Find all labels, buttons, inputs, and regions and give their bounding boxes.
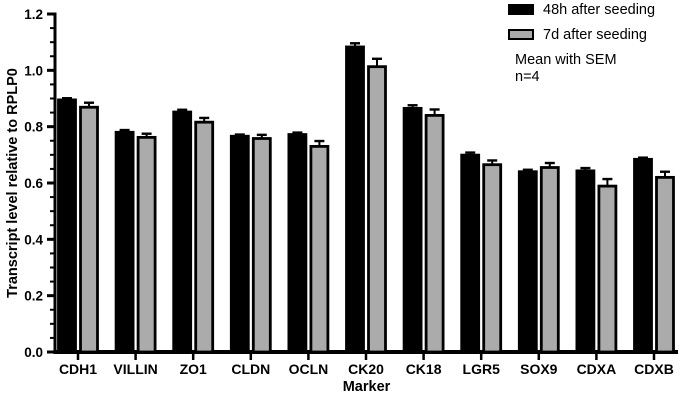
bar-VILLIN-48h bbox=[114, 130, 135, 354]
y-tick-label-0.8: 0.8 bbox=[24, 120, 43, 135]
legend-item-48h: 48h after seeding bbox=[508, 1, 656, 18]
legend-note-line1: Mean with SEM bbox=[515, 52, 617, 68]
x-axis-title: Marker bbox=[342, 379, 391, 395]
bar-CK18-7d bbox=[424, 114, 445, 354]
bar-CK18-48h bbox=[402, 106, 423, 354]
x-category-label-OCLN: OCLN bbox=[289, 361, 329, 377]
y-tick-label-0.0: 0.0 bbox=[24, 345, 43, 360]
y-tick-label-0.6: 0.6 bbox=[24, 176, 43, 191]
bar-LGR5-7d bbox=[482, 163, 503, 354]
x-category-label-SOX9: SOX9 bbox=[520, 361, 558, 377]
bar-CDXA-48h bbox=[575, 169, 596, 354]
x-category-label-CK18: CK18 bbox=[406, 361, 442, 377]
y-tick-label-1.2: 1.2 bbox=[24, 7, 43, 22]
x-category-label-ZO1: ZO1 bbox=[180, 361, 207, 377]
legend-swatch-48h bbox=[508, 4, 534, 15]
legend: 48h after seeding 7d after seeding Mean … bbox=[505, 2, 655, 86]
bar-CK20-7d bbox=[367, 65, 387, 354]
bar-CDXA-7d bbox=[597, 184, 618, 354]
bar-SOX9-48h bbox=[517, 170, 538, 354]
bar-CLDN-7d bbox=[251, 137, 272, 354]
bar-ZO1-7d bbox=[194, 120, 215, 354]
x-category-label-VILLIN: VILLIN bbox=[113, 361, 157, 377]
y-tick-label-1.0: 1.0 bbox=[24, 63, 43, 78]
x-category-label-LGR5: LGR5 bbox=[463, 361, 501, 377]
x-category-label-CLDN: CLDN bbox=[231, 361, 270, 377]
legend-swatch-7d bbox=[508, 29, 534, 40]
bar-OCLN-48h bbox=[287, 133, 308, 354]
bar-CDXB-48h bbox=[633, 157, 653, 354]
bar-ZO1-48h bbox=[172, 110, 193, 354]
y-tick-label-0.2: 0.2 bbox=[24, 289, 43, 304]
bar-LGR5-48h bbox=[460, 153, 481, 354]
y-tick-label-0.4: 0.4 bbox=[24, 232, 43, 247]
bar-CDXB-7d bbox=[655, 175, 675, 354]
bar-CLDN-48h bbox=[229, 134, 250, 354]
bar-CDH1-7d bbox=[79, 105, 99, 354]
bar-SOX9-7d bbox=[539, 166, 560, 354]
bar-CK20-48h bbox=[345, 45, 365, 354]
x-category-label-CK20: CK20 bbox=[348, 361, 384, 377]
legend-note-line2: n=4 bbox=[515, 69, 540, 85]
legend-item-7d: 7d after seeding bbox=[508, 26, 655, 43]
bar-OCLN-7d bbox=[309, 144, 330, 354]
legend-note: Mean with SEM n=4 bbox=[515, 52, 655, 86]
bar-CDH1-48h bbox=[57, 98, 77, 354]
bar-VILLIN-7d bbox=[136, 135, 157, 354]
x-category-label-CDH1: CDH1 bbox=[59, 361, 97, 377]
x-category-label-CDXA: CDXA bbox=[577, 361, 617, 377]
legend-item-label-48h: 48h after seeding bbox=[543, 1, 656, 18]
y-axis-title: Transcript level relative to RPLP0 bbox=[5, 68, 21, 298]
legend-item-label-7d: 7d after seeding bbox=[543, 26, 647, 43]
x-category-label-CDXB: CDXB bbox=[634, 361, 674, 377]
